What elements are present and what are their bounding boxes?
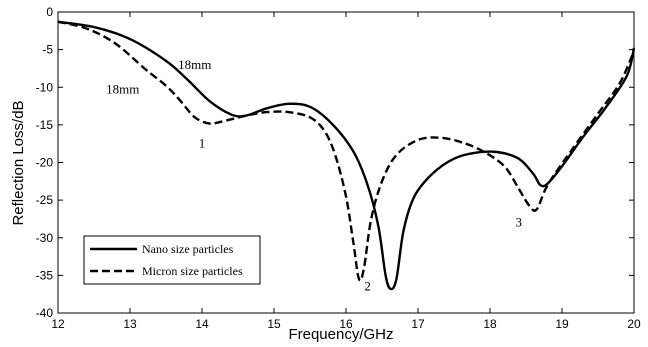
y-tick-label: -20 — [36, 156, 54, 170]
y-tick-label: -15 — [36, 118, 54, 132]
legend: Nano size particles Micron size particle… — [83, 235, 261, 285]
y-tick-label: -10 — [36, 80, 54, 94]
series-layer — [57, 20, 636, 291]
x-tick-label: 14 — [195, 317, 209, 331]
x-tick-label: 20 — [627, 317, 641, 331]
y-tick-label: -30 — [36, 231, 54, 245]
y-tick-label: -40 — [36, 306, 54, 320]
annotation-label: 18mm — [178, 57, 211, 72]
x-tick-label: 15 — [267, 317, 281, 331]
x-tick-label: 19 — [555, 317, 569, 331]
annotation-layer: 18mm 18mm 1 2 3 — [106, 57, 522, 293]
x-tick-label: 17 — [411, 317, 425, 331]
y-axis-title: Reflection Loss/dB — [10, 100, 27, 225]
annotation-label: 2 — [364, 278, 371, 293]
legend-box — [83, 235, 261, 285]
x-tick-label: 16 — [339, 317, 353, 331]
x-axis-title: Frequency/GHz — [288, 326, 393, 343]
annotation-label: 18mm — [106, 81, 139, 96]
x-tick-label: 13 — [123, 317, 137, 331]
y-tick-label: -35 — [36, 268, 54, 282]
legend-label-micron: Micron size particles — [142, 264, 243, 278]
y-tick-label: 0 — [46, 5, 53, 19]
x-tick-label: 18 — [483, 317, 497, 331]
series-line-micron — [57, 20, 636, 282]
axis-ticks: 12 13 14 15 16 17 18 19 200-5-10-15-20-25-30-35-… — [36, 5, 641, 331]
x-tick-label: 12 — [51, 317, 65, 331]
annotation-label: 1 — [199, 135, 206, 150]
legend-label-nano: Nano size particles — [142, 242, 234, 256]
annotation-label: 3 — [516, 214, 523, 229]
y-tick-label: -5 — [42, 43, 53, 57]
y-tick-label: -25 — [36, 193, 54, 207]
series-line-nano — [57, 20, 636, 291]
